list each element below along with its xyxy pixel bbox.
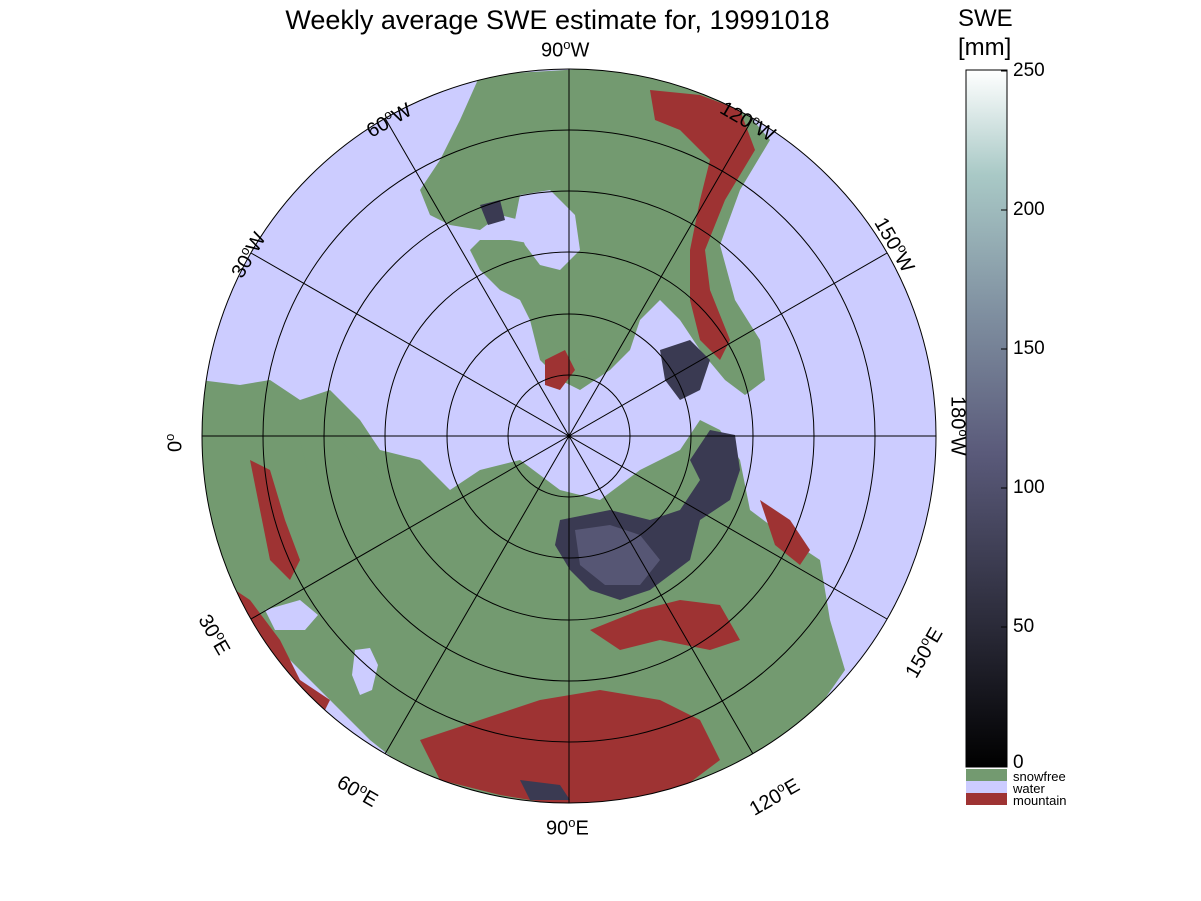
colorbar-tick-50: 50: [1013, 616, 1035, 637]
mountain-areas: [220, 90, 810, 803]
hudson-bay: [515, 190, 580, 270]
legend-label-mountain: mountain: [1013, 793, 1067, 808]
colorbar-title: SWE [mm]: [958, 5, 1013, 61]
legend-label-water: water: [1013, 781, 1045, 796]
map-border: [201, 68, 937, 804]
colorbar-tick-100: 100: [1013, 477, 1045, 498]
north-america-landmass: [420, 69, 770, 395]
colorbar-tick-0: 0: [1013, 752, 1024, 773]
colorbar-tick-200: 200: [1013, 199, 1045, 220]
black-sea: [265, 600, 318, 630]
lon-label-0: 0o: [162, 433, 187, 452]
graticule: [202, 69, 936, 803]
lon-label-90W: 90oW: [541, 37, 590, 62]
map-title: Weekly average SWE estimate for, 1999101…: [285, 5, 830, 35]
legend-label-snowfree: snowfree: [1013, 769, 1066, 784]
colorbar-gradient: [965, 69, 1008, 768]
colorbar-tick-150: 150: [1013, 338, 1045, 359]
colorbar-ticks: [1001, 70, 1007, 767]
legend-swatch-snowfree: [966, 769, 1007, 781]
caspian-sea: [352, 648, 378, 695]
legend-swatch-mountain: [966, 793, 1007, 805]
canadian-archipelago: [540, 290, 625, 360]
colorbar-tick-250: 250: [1013, 60, 1045, 81]
lon-label-90E: 90oE: [546, 815, 589, 840]
legend-swatch-water: [966, 781, 1007, 793]
snow-cover-mid: [575, 525, 660, 585]
lon-label-180W: 180oW: [946, 396, 971, 456]
